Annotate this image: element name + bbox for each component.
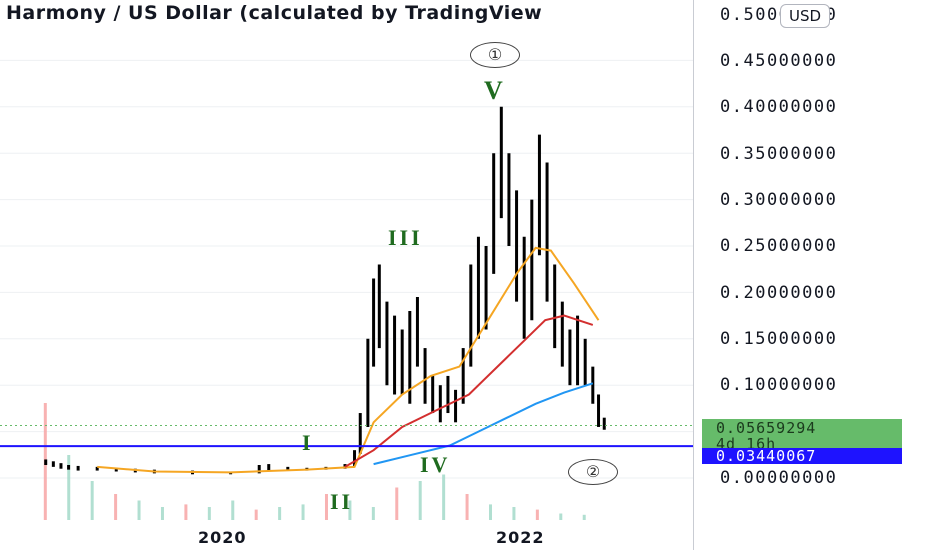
horizontal-line-price-tag: 0.03440067 [702, 448, 902, 464]
volume-bar [324, 494, 328, 520]
volume-bar [371, 507, 375, 520]
volume-bar [160, 507, 164, 520]
volume-bar [465, 494, 469, 520]
moving-average-line [344, 314, 594, 468]
price-axis[interactable]: 0.50000000 0.45000000 0.40000000 0.35000… [693, 0, 932, 550]
y-tick-label: 0.10000000 [720, 375, 838, 395]
x-tick-label: 2020 [198, 528, 247, 547]
y-tick-label: 0.15000000 [720, 329, 838, 349]
chart-plot-area[interactable] [0, 0, 693, 520]
price-chart[interactable] [0, 0, 693, 520]
currency-button[interactable]: USD [780, 4, 831, 28]
y-tick-label: 0.35000000 [720, 144, 838, 164]
moving-average-line [97, 246, 600, 474]
wave-label-5: V [484, 76, 506, 105]
last-price-tag: 0.05659294 4d 16h [702, 419, 902, 453]
volume-bar [67, 455, 71, 520]
wave-label-3: III [388, 225, 423, 250]
y-tick-label: 0.20000000 [720, 283, 838, 303]
volume-bar [535, 509, 539, 520]
volume-bar [442, 474, 446, 520]
wave-label-2: II [330, 489, 354, 514]
wave-label-4: IV [420, 452, 451, 477]
volume-bar [301, 504, 305, 520]
y-tick-label: 0.25000000 [720, 236, 838, 256]
volume-bar [278, 507, 282, 520]
volume-bar [395, 487, 399, 520]
moving-average-line [373, 382, 594, 466]
last-price-value: 0.05659294 [716, 419, 817, 437]
x-tick-label: 2022 [496, 528, 545, 547]
chart-title: Harmony / US Dollar (calculated by Tradi… [6, 2, 543, 24]
volume-bar [184, 504, 188, 520]
volume-bar [559, 513, 563, 520]
volume-bar [114, 494, 118, 520]
volume-bar [489, 504, 493, 520]
volume-bar [231, 500, 235, 520]
volume-bar [207, 507, 211, 520]
y-tick-label: 0.30000000 [720, 190, 838, 210]
volume-bar [582, 514, 586, 520]
volume-bar [90, 481, 94, 520]
y-tick-label: 0.45000000 [720, 51, 838, 71]
circle-label-2: ② [568, 459, 618, 485]
volume-bar [254, 509, 258, 520]
y-tick-label: 0.40000000 [720, 97, 838, 117]
volume-bar [512, 507, 516, 520]
volume-bar [137, 500, 141, 520]
volume-bar [348, 500, 352, 520]
volume-bar [418, 481, 422, 520]
circle-label-1: ① [470, 42, 520, 68]
y-tick-label: 0.00000000 [720, 468, 838, 488]
wave-label-1: I [302, 430, 314, 455]
